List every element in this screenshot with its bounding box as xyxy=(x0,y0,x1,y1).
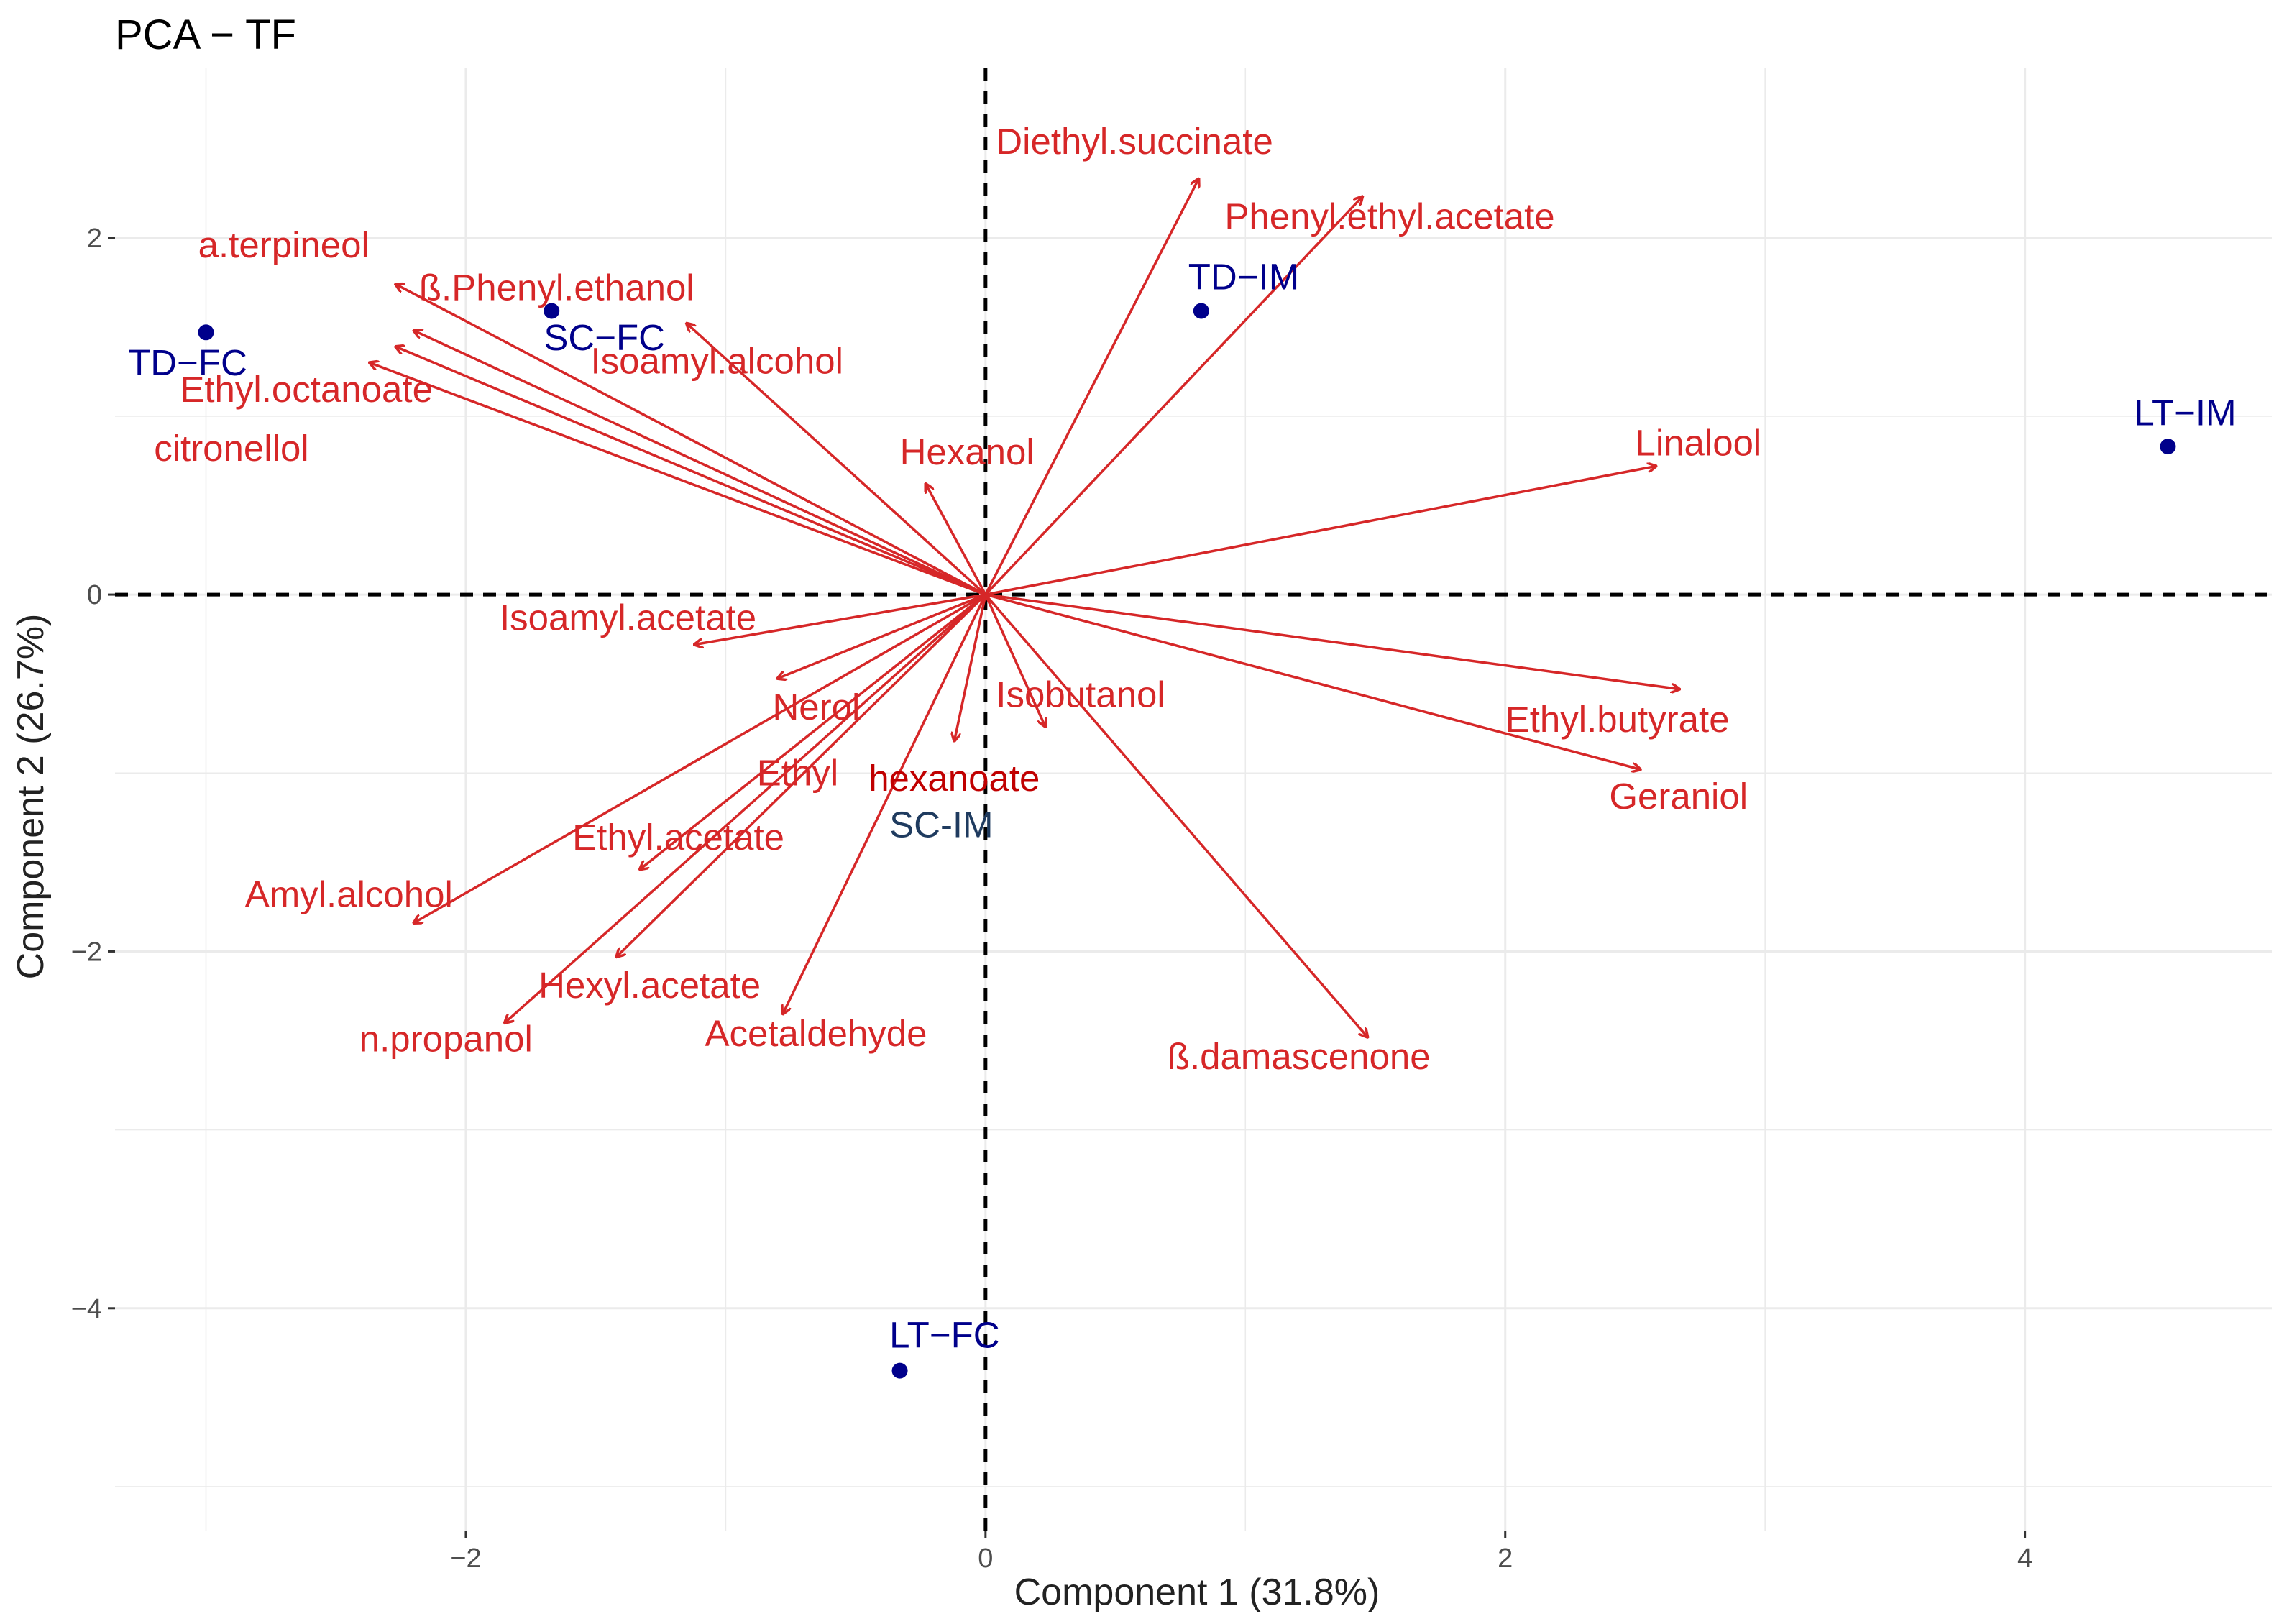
sample-label-lt-im: LT−IM xyxy=(2134,392,2236,433)
variable-labels: Diethyl.succinate Phenyl.ethyl.acetate a.t… xyxy=(154,121,1761,1077)
arrow-acetaldehyde xyxy=(783,594,987,1014)
y-tick-label: −4 xyxy=(71,1294,102,1324)
variable-label-a-terpineol: a.terpineol xyxy=(198,224,370,265)
chart-title: PCA − TF xyxy=(115,12,296,58)
sample-label-sc-fc: SC−FC xyxy=(544,317,665,358)
arrow-a-terpineol xyxy=(395,284,986,596)
variable-label-citronellol: citronellol xyxy=(154,428,308,469)
x-tick-label: 4 xyxy=(2017,1543,2032,1574)
sample-label-td-im: TD−IM xyxy=(1188,257,1299,298)
variable-label-geraniol: Geraniol xyxy=(1609,776,1748,817)
variable-label-ethyl-butyrate: Ethyl.butyrate xyxy=(1505,699,1730,740)
arrow-phenyl-ethyl-acetate xyxy=(984,197,1362,596)
variable-label-ethyl-acetate: Ethyl.acetate xyxy=(572,817,784,858)
sample-label-td-fc: TD−FC xyxy=(128,342,247,383)
variable-label-nerol: Nerol xyxy=(772,687,860,728)
variable-label-hexyl-acetate: Hexyl.acetate xyxy=(538,965,761,1006)
reference-lines xyxy=(115,68,2272,1531)
arrow-phenyl-ethanol xyxy=(414,331,986,596)
arrow-linalool xyxy=(985,466,1656,596)
arrow-ethyl-octanoate xyxy=(395,347,986,596)
variable-label-phenyl-ethanol: ß.Phenyl.ethanol xyxy=(419,267,694,308)
sample-label-sc-im: SC-IM xyxy=(889,804,993,845)
loading-arrows xyxy=(370,179,1679,1037)
sample-points xyxy=(198,303,2176,1379)
variable-label-linalool: Linalool xyxy=(1635,423,1761,464)
variable-label-ethyl: Ethyl xyxy=(757,753,838,794)
x-tick-label: 2 xyxy=(1498,1543,1513,1574)
arrow-amyl-alcohol xyxy=(414,593,986,923)
variable-label-hexanoate: hexanoate xyxy=(868,758,1040,799)
sample-point-lt-fc xyxy=(891,1362,908,1379)
sample-label-lt-fc: LT−FC xyxy=(889,1314,1000,1355)
sample-point-lt-im xyxy=(2160,439,2176,455)
arrow-diethyl-succinate xyxy=(984,179,1198,595)
sample-labels: TD−FC SC−FC TD−IM LT−IM SC-IM LT−FC xyxy=(128,257,2237,1356)
variable-label-isobutanol: Isobutanol xyxy=(996,674,1165,715)
arrow-ethyl-butyrate xyxy=(985,593,1679,689)
arrow-citronellol xyxy=(370,362,986,596)
arrow-ethyl-acetate xyxy=(640,593,986,869)
x-tick-label: −2 xyxy=(450,1543,481,1574)
y-tick-label: −2 xyxy=(71,937,102,967)
y-tick-label: 0 xyxy=(87,580,102,610)
arrow-nerol xyxy=(778,593,986,679)
variable-label-acetaldehyde: Acetaldehyde xyxy=(705,1013,927,1054)
variable-label-diethyl-succinate: Diethyl.succinate xyxy=(996,121,1273,162)
sample-point-td-im xyxy=(1193,303,1209,319)
arrow-hexyl-acetate xyxy=(617,593,987,957)
arrow-isoamyl-alcohol xyxy=(687,324,987,596)
arrow-damascenone xyxy=(984,593,1367,1037)
sample-point-td-fc xyxy=(198,324,214,341)
arrow-n-propanol xyxy=(505,593,987,1023)
sample-point-sc-fc xyxy=(544,303,560,319)
variable-label-ethyl-octanoate: Ethyl.octanoate xyxy=(180,369,433,410)
arrow-isoamyl-acetate xyxy=(694,593,986,644)
arrow-isobutanol xyxy=(984,594,1045,727)
variable-label-isoamyl-alcohol: Isoamyl.alcohol xyxy=(590,340,843,381)
grid xyxy=(115,68,2272,1531)
variable-label-damascenone: ß.damascenone xyxy=(1168,1036,1431,1077)
variable-label-hexanol: Hexanol xyxy=(900,431,1035,472)
arrow-geraniol xyxy=(985,593,1641,769)
x-axis-title: Component 1 (31.8%) xyxy=(1014,1572,1380,1613)
axis-ticks: −2 0 2 4 −4 −2 0 2 xyxy=(71,224,2033,1574)
variable-label-amyl-alcohol: Amyl.alcohol xyxy=(245,873,453,914)
variable-label-isoamyl-acetate: Isoamyl.acetate xyxy=(500,597,756,638)
x-tick-label: 0 xyxy=(978,1543,993,1574)
variable-label-n-propanol: n.propanol xyxy=(359,1018,533,1059)
y-tick-label: 2 xyxy=(87,224,102,254)
arrow-hexanol xyxy=(926,484,987,595)
variable-label-phenyl-ethyl-acetate: Phenyl.ethyl.acetate xyxy=(1224,196,1554,237)
y-axis-title: Component 2 (26.7%) xyxy=(10,614,52,980)
arrow-ethyl-hexanoate xyxy=(954,594,987,741)
